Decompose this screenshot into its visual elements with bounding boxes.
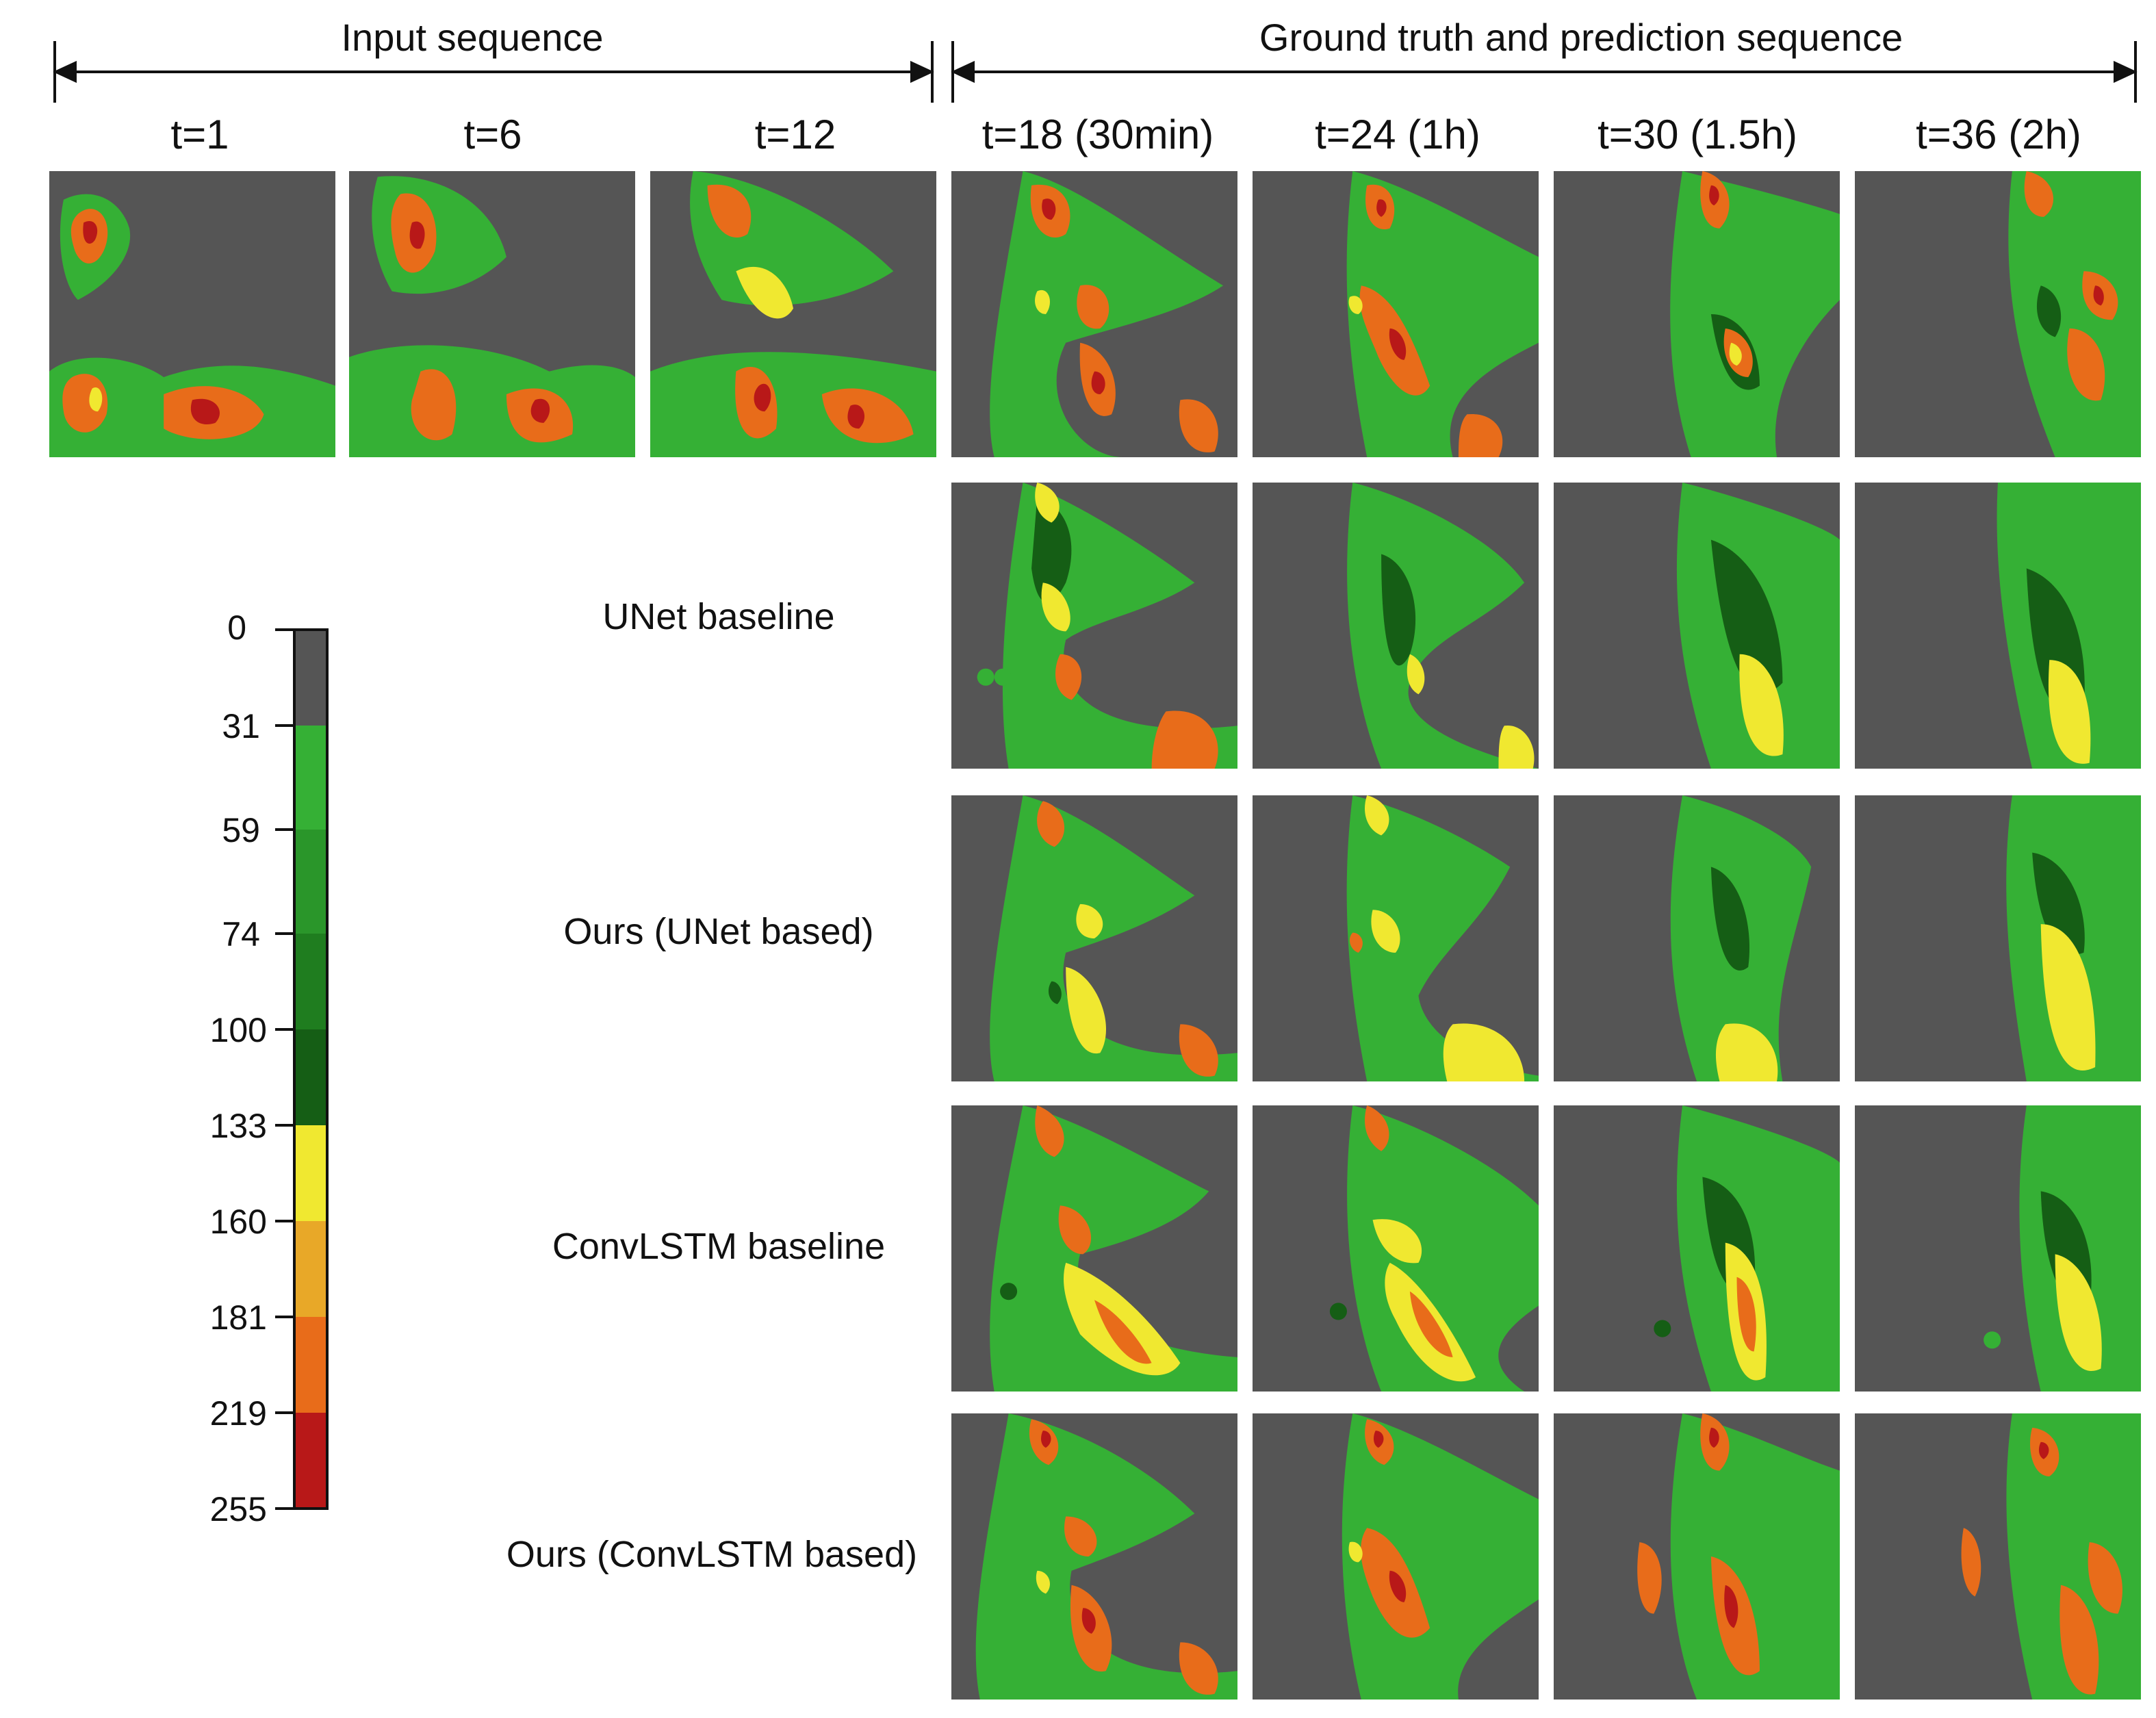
cb-seg-5	[294, 1125, 327, 1221]
cb-tick-3	[275, 932, 296, 935]
col-label-t1: t=1	[170, 112, 229, 157]
cb-label-181: 181	[209, 1298, 267, 1337]
cb-label-255: 255	[209, 1490, 267, 1528]
panel-convlstm-t24	[1253, 1105, 1539, 1392]
output-sequence-header: Ground truth and prediction sequence	[1259, 16, 1903, 59]
input-arrow-head-right	[910, 60, 934, 84]
cb-label-74: 74	[222, 915, 260, 953]
row-label-ours-unet: Ours (UNet based)	[563, 911, 874, 952]
panel-oursconvlstm-t24	[1253, 1413, 1539, 1700]
panel-oursunet-t18	[951, 795, 1237, 1081]
cb-tick-0	[275, 628, 296, 631]
cb-seg-0	[294, 630, 327, 726]
panel-convlstm-t18	[951, 1105, 1237, 1392]
row-label-convlstm-baseline: ConvLSTM baseline	[552, 1226, 886, 1267]
panel-gt-t36	[1855, 171, 2141, 457]
cb-label-133: 133	[209, 1107, 267, 1145]
output-arrow-head-left	[951, 60, 975, 84]
panel-oursunet-t36	[1855, 795, 2141, 1081]
col-label-t30: t=30 (1.5h)	[1597, 112, 1797, 157]
panel-oursconvlstm-t18	[951, 1413, 1237, 1700]
input-sequence-header: Input sequence	[341, 16, 604, 59]
header-arrows	[53, 41, 2138, 103]
cb-tick-8	[275, 1411, 296, 1414]
panel-unet-t24	[1253, 483, 1539, 769]
col-label-t36: t=36 (2h)	[1916, 112, 2081, 157]
cb-tick-2	[275, 828, 296, 831]
cb-label-160: 160	[209, 1203, 267, 1241]
col-label-t12: t=12	[754, 112, 836, 157]
cb-tick-4	[275, 1028, 296, 1031]
panel-oursunet-t30	[1554, 795, 1840, 1081]
cb-border	[293, 628, 329, 1510]
panel-oursunet-t24	[1253, 795, 1539, 1081]
cb-seg-2	[294, 830, 327, 934]
panel-convlstm-t36	[1855, 1105, 2141, 1392]
colorbar	[293, 628, 329, 1510]
cb-seg-1	[294, 726, 327, 830]
cb-seg-7	[294, 1317, 327, 1413]
input-arrow-head-left	[53, 60, 77, 84]
cb-label-0: 0	[227, 608, 246, 647]
cb-tick-9	[275, 1507, 296, 1510]
panel-unet-t36	[1855, 483, 2141, 769]
cb-seg-3	[294, 934, 327, 1029]
cb-tick-5	[275, 1124, 296, 1127]
cb-seg-6	[294, 1221, 327, 1317]
panel-gt-t24	[1253, 171, 1539, 457]
col-label-t24: t=24 (1h)	[1315, 112, 1480, 157]
cb-label-31: 31	[222, 707, 260, 745]
cb-tick-1	[275, 724, 296, 727]
cb-label-100: 100	[209, 1011, 267, 1049]
col-label-t18: t=18 (30min)	[981, 112, 1214, 157]
panel-oursconvlstm-t36	[1855, 1413, 2141, 1700]
colorbar-segments	[294, 630, 327, 1509]
panel-gt-t18	[951, 171, 1237, 457]
panel-input-t6	[349, 171, 635, 457]
cb-label-219: 219	[209, 1394, 267, 1433]
cb-seg-8	[294, 1413, 327, 1509]
panel-unet-t30	[1554, 483, 1840, 769]
panel-input-t12	[650, 171, 936, 457]
cb-label-59: 59	[222, 811, 260, 849]
panel-convlstm-t30	[1554, 1105, 1840, 1392]
row-label-ours-convlstm: Ours (ConvLSTM based)	[506, 1534, 918, 1575]
panel-oursconvlstm-t30	[1554, 1413, 1840, 1700]
output-arrow-head-right	[2114, 60, 2138, 84]
col-label-t6: t=6	[463, 112, 522, 157]
cb-tick-7	[275, 1316, 296, 1318]
row-label-unet-baseline: UNet baseline	[602, 596, 835, 637]
cb-seg-4	[294, 1029, 327, 1125]
panel-unet-t18	[951, 483, 1237, 769]
panel-input-t1	[49, 171, 335, 457]
cb-tick-6	[275, 1220, 296, 1222]
panel-gt-t30	[1554, 171, 1840, 457]
